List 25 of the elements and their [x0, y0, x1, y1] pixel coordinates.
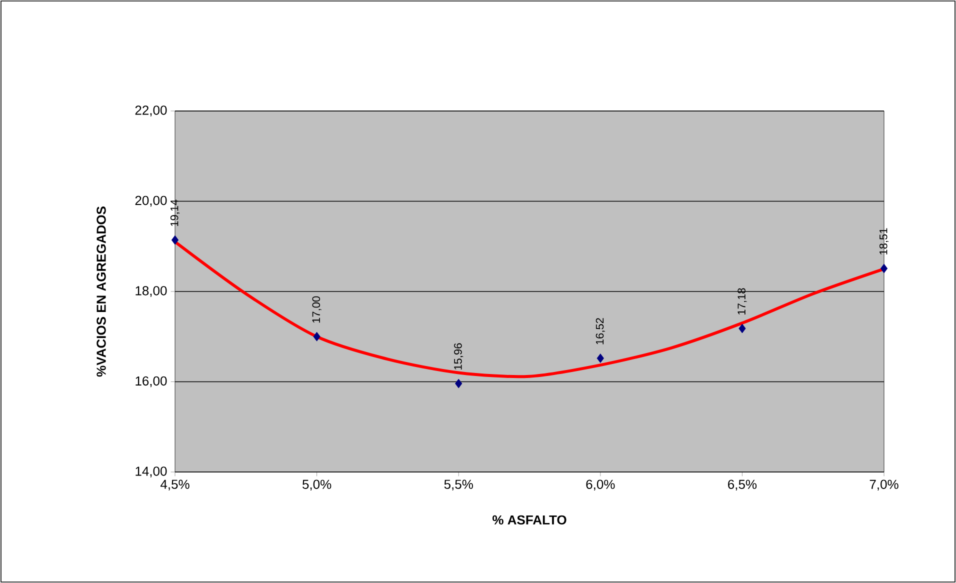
point: [455, 378, 462, 388]
y-axis-title: %VACIOS EN AGREGADOS: [96, 206, 106, 377]
y-tick-label: 14,00: [136, 466, 167, 478]
data-label: 15,96: [454, 343, 464, 370]
y-tick-label: 16,00: [136, 376, 167, 388]
x-tick-label: 4,5%: [160, 480, 190, 490]
x-tick-label: 6,0%: [586, 480, 615, 490]
data-label: 17,00: [312, 296, 322, 323]
point: [313, 332, 320, 342]
data-label: 17,18: [738, 288, 747, 314]
point: [880, 264, 888, 274]
x-tick-label: 7,0%: [870, 480, 898, 490]
point: [171, 235, 179, 245]
x-tick-label: 6,5%: [728, 480, 757, 490]
x-axis-title: % ASFALTO: [492, 515, 566, 525]
x-tick-label: 5,0%: [302, 480, 332, 490]
data-label: 19,14: [170, 200, 180, 226]
y-tick-label: 18,00: [136, 286, 167, 297]
y-tick-label: 20,00: [135, 196, 167, 207]
data-label: 16,52: [596, 318, 605, 344]
point: [738, 324, 746, 334]
point: [596, 354, 604, 363]
y-tick-label: 22,00: [135, 106, 167, 116]
x-tick-label: 5,5%: [444, 480, 473, 490]
data-label: 18,51: [879, 228, 889, 254]
